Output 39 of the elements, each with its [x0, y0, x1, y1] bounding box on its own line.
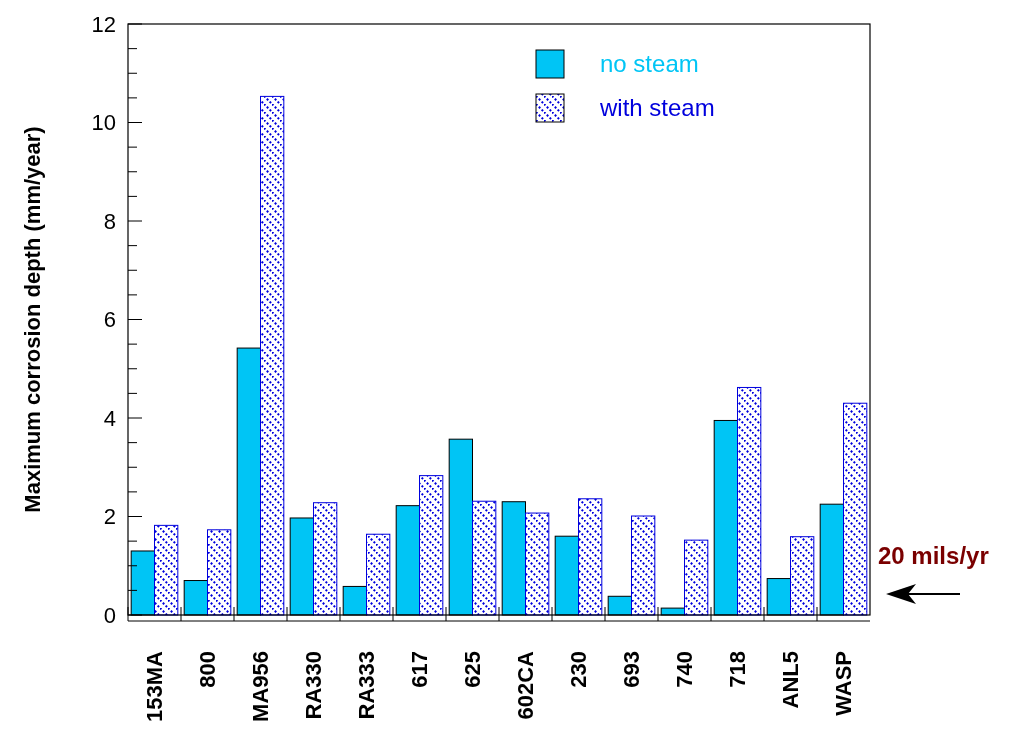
x-tick-label: 230 — [566, 651, 592, 688]
bar — [154, 524, 179, 616]
x-tick-label: 740 — [672, 651, 698, 688]
x-tick-label: 625 — [460, 651, 486, 688]
bar — [366, 533, 391, 616]
legend-label: with steam — [599, 94, 715, 122]
x-tick-label: MA956 — [248, 651, 274, 722]
x-tick-label: ANL5 — [778, 651, 804, 709]
bar — [260, 95, 285, 616]
bar — [578, 498, 603, 616]
y-tick-label: 12 — [91, 11, 116, 37]
y-tick-label: 10 — [91, 110, 116, 136]
x-tick-label: 718 — [725, 651, 751, 688]
y-tick-label: 4 — [103, 405, 116, 431]
x-tick-label: 153MA — [142, 650, 168, 722]
x-tick-label: 617 — [407, 651, 433, 688]
y-tick-label: 0 — [103, 602, 116, 628]
x-tick-label: 800 — [195, 651, 221, 688]
bar — [843, 402, 868, 616]
y-tick-label: 2 — [103, 504, 116, 530]
y-tick-label: 6 — [103, 307, 116, 333]
x-tick-label: 693 — [619, 651, 645, 688]
bar — [207, 529, 232, 616]
x-tick-label: RA333 — [354, 651, 380, 720]
y-tick-label: 8 — [103, 208, 116, 234]
bar — [419, 475, 444, 616]
bar — [631, 515, 656, 616]
text: 20 mils/yr — [878, 542, 989, 569]
bar — [472, 500, 497, 616]
bar — [525, 512, 550, 616]
bar — [313, 502, 338, 616]
legend-label: no steam — [600, 50, 699, 78]
bar — [737, 386, 762, 616]
x-tick-label: RA330 — [301, 651, 327, 720]
bar — [790, 536, 815, 616]
bar — [684, 539, 709, 616]
x-tick-label: 602CA — [513, 650, 539, 720]
x-tick-label: WASP — [831, 651, 857, 716]
y-axis-title: Maximum corrosion depth (mm/year) — [20, 126, 45, 513]
